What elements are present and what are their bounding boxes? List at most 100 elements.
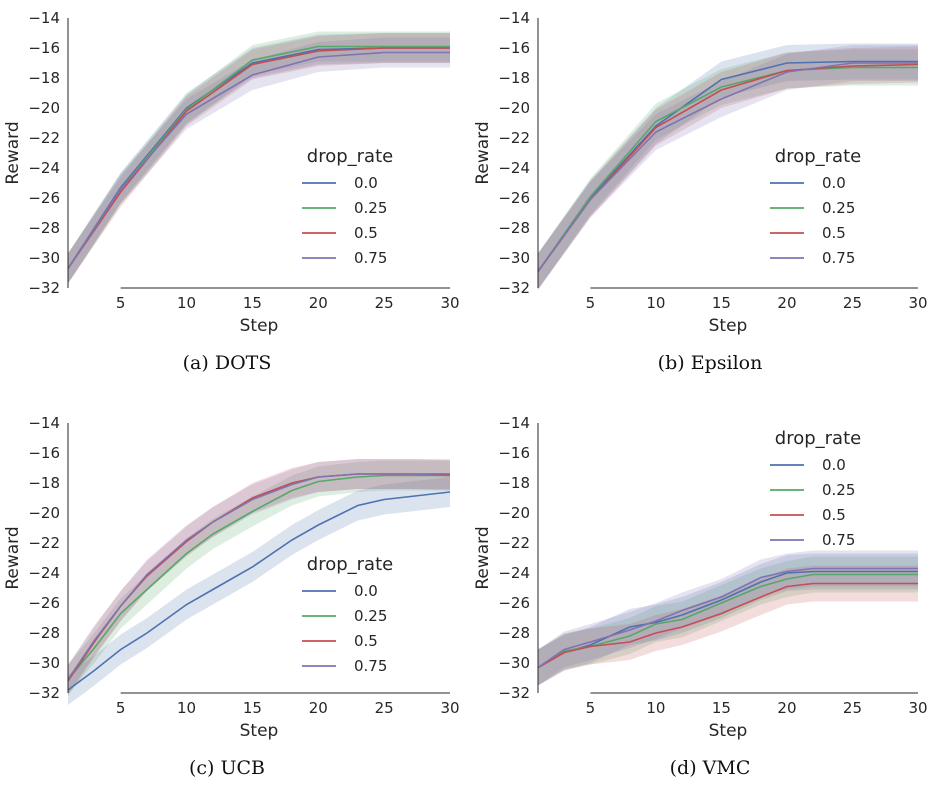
- series-line-0.5: [537, 582, 918, 669]
- x-tick-label: 5: [116, 699, 126, 717]
- legend-label-0.75: 0.75: [822, 531, 855, 549]
- x-tick-label: 30: [908, 699, 927, 717]
- legend-label-0.75: 0.75: [354, 657, 387, 675]
- legend-label-0.75: 0.75: [822, 249, 855, 267]
- y-tick-label: −22: [28, 534, 60, 552]
- legend-label-0.25: 0.25: [822, 199, 855, 217]
- x-tick-label: 30: [440, 294, 459, 312]
- x-tick-label: 25: [375, 699, 394, 717]
- y-tick-label: −20: [28, 99, 60, 117]
- y-tick-label: −14: [498, 9, 530, 27]
- y-tick-label: −30: [28, 654, 60, 672]
- y-tick-label: −16: [28, 39, 60, 57]
- y-tick-label: −28: [28, 219, 60, 237]
- y-tick-label: −18: [498, 474, 530, 492]
- series-band-0.5: [538, 46, 918, 290]
- y-tick-label: −14: [28, 9, 60, 27]
- x-tick-label: 10: [646, 294, 665, 312]
- chart-panel-c: −32 −30 −28 −26 −24 −22 −20 −18 −16 −14 5 10 15 20 25 3…: [3, 414, 460, 741]
- y-axis-label: Reward: [3, 526, 23, 589]
- series-band-0.25: [538, 556, 918, 686]
- caption-c: (c) UCB: [188, 757, 266, 779]
- y-tick-label: −20: [498, 504, 530, 522]
- y-tick-label: −32: [498, 279, 530, 297]
- series-line-0.75: [537, 62, 918, 272]
- y-axis-label: Reward: [473, 526, 493, 589]
- series-band-0.5: [538, 565, 918, 686]
- y-tick-label: −26: [28, 594, 60, 612]
- y-tick-label: −32: [28, 684, 60, 702]
- y-tick-label: −18: [498, 69, 530, 87]
- caption-d: (d) VMC: [669, 757, 751, 779]
- y-tick-label: −16: [498, 39, 530, 57]
- series-line-0.25: [67, 474, 450, 681]
- x-tick-label: 25: [843, 294, 862, 312]
- chart-panel-d: −32 −30 −28 −26 −24 −22 −20 −18 −16 −14 5 10 15 20 25 3…: [473, 414, 928, 741]
- series-line-0.0: [537, 570, 918, 669]
- y-tick-label: −30: [498, 654, 530, 672]
- x-axis-label: Step: [240, 721, 279, 741]
- legend-label-0.0: 0.0: [354, 582, 378, 600]
- y-tick-label: −20: [28, 504, 60, 522]
- y-tick-label: −30: [498, 249, 530, 267]
- legend-label-0.5: 0.5: [354, 224, 378, 242]
- x-tick-label: 5: [586, 699, 596, 717]
- caption-b: (b) Epsilon: [657, 352, 763, 374]
- x-tick-label: 15: [243, 699, 262, 717]
- series-band-0.25: [68, 31, 450, 284]
- x-tick-label: 20: [309, 699, 328, 717]
- legend-title: drop_rate: [307, 554, 393, 575]
- x-axis-label: Step: [709, 316, 748, 336]
- y-tick-label: −28: [498, 624, 530, 642]
- series-band-0.0: [538, 553, 918, 686]
- legend-label-0.5: 0.5: [354, 632, 378, 650]
- y-tick-label: −24: [498, 564, 530, 582]
- legend-label-0.0: 0.0: [354, 174, 378, 192]
- y-tick-label: −18: [28, 474, 60, 492]
- y-tick-label: −20: [498, 99, 530, 117]
- chart-panel-a: −32 −30 −28 −26 −24 −22 −20 −18 −16 −14 5 10 15 20 25 3…: [3, 9, 460, 336]
- y-tick-label: −32: [498, 684, 530, 702]
- y-tick-label: −14: [498, 414, 530, 432]
- series-line-0.25: [537, 66, 918, 272]
- series-line-0.75: [67, 51, 450, 269]
- y-tick-label: −26: [498, 594, 530, 612]
- legend-label-0.75: 0.75: [354, 249, 387, 267]
- x-tick-label: 20: [777, 699, 796, 717]
- y-tick-label: −16: [28, 444, 60, 462]
- x-tick-label: 10: [646, 699, 665, 717]
- x-axis-label: Step: [240, 316, 279, 336]
- series-band-0.0: [68, 477, 450, 705]
- x-tick-label: 20: [777, 294, 796, 312]
- legend-label-0.25: 0.25: [354, 199, 387, 217]
- y-tick-label: −22: [498, 129, 530, 147]
- caption-a: (a) DOTS: [182, 352, 272, 374]
- legend-title: drop_rate: [307, 146, 393, 167]
- legend-title: drop_rate: [775, 146, 861, 167]
- legend-title: drop_rate: [775, 428, 861, 449]
- y-tick-label: −24: [28, 564, 60, 582]
- y-tick-label: −26: [498, 189, 530, 207]
- x-axis-label: Step: [709, 721, 748, 741]
- series-line-0.75: [537, 567, 918, 669]
- x-tick-label: 5: [116, 294, 126, 312]
- y-tick-label: −22: [498, 534, 530, 552]
- chart-panel-b: −32 −30 −28 −26 −24 −22 −20 −18 −16 −14 5 10 15 20 25 3…: [473, 9, 928, 336]
- x-tick-label: 30: [440, 699, 459, 717]
- x-tick-label: 15: [243, 294, 262, 312]
- y-tick-label: −26: [28, 189, 60, 207]
- legend-label-0.5: 0.5: [822, 224, 846, 242]
- legend-label-0.0: 0.0: [822, 174, 846, 192]
- y-axis-label: Reward: [3, 121, 23, 184]
- x-tick-label: 25: [375, 294, 394, 312]
- y-tick-label: −30: [28, 249, 60, 267]
- x-tick-label: 5: [586, 294, 596, 312]
- series-band-0.75: [538, 45, 918, 290]
- y-tick-label: −14: [28, 414, 60, 432]
- y-tick-label: −28: [498, 219, 530, 237]
- x-tick-label: 10: [177, 294, 196, 312]
- x-tick-label: 15: [712, 294, 731, 312]
- y-tick-label: −28: [28, 624, 60, 642]
- y-tick-label: −24: [498, 159, 530, 177]
